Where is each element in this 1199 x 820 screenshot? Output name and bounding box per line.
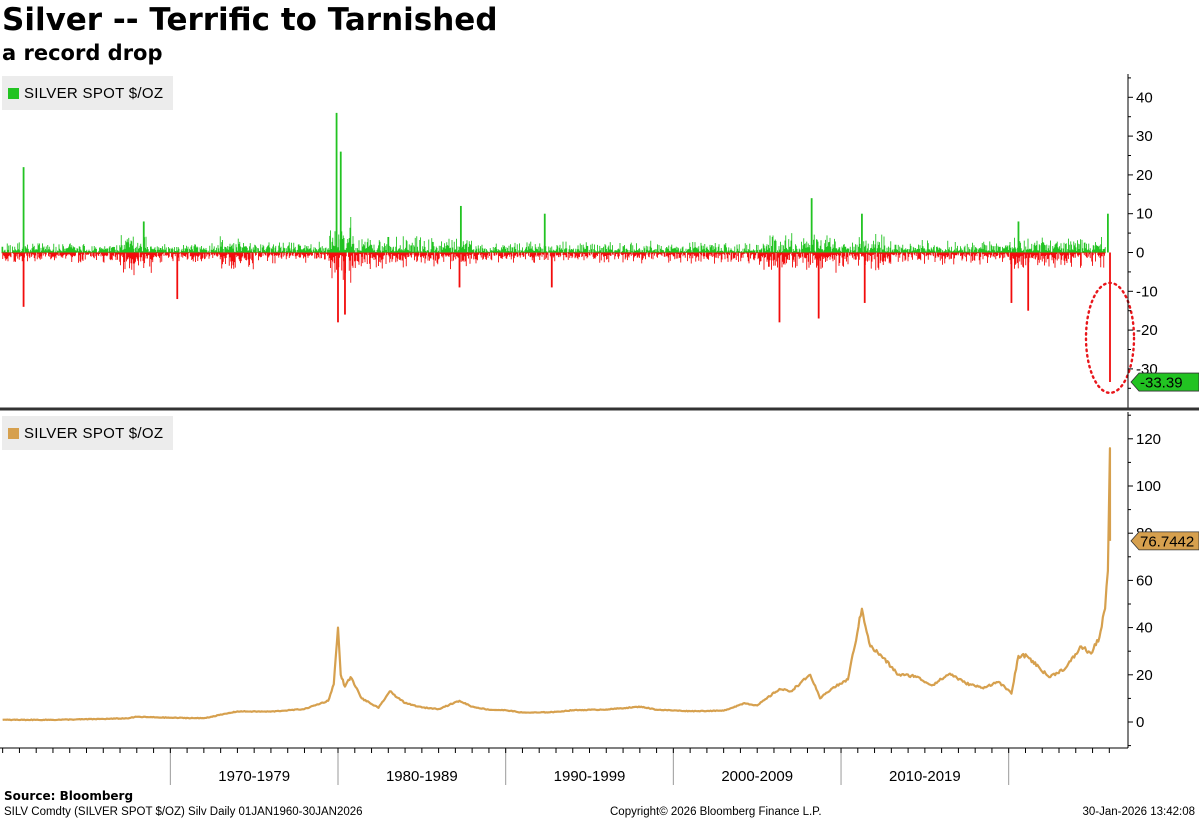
bottom-y-axis: 120100806040200 <box>1127 412 1161 748</box>
legend-price[interactable]: SILVER SPOT $/OZ <box>2 416 174 450</box>
last-change-tag-shape <box>1130 372 1199 392</box>
legend-swatch-gold <box>8 427 19 439</box>
footer-description: SILV Comdty (SILVER SPOT $/OZ) Silv Dail… <box>4 806 363 818</box>
y-tick-label: 100 <box>1136 478 1161 495</box>
y-tick-label: 120 <box>1136 431 1161 448</box>
last-price-tag: 76.7442 <box>1140 533 1194 550</box>
chart-title: Silver -- Terrific to Tarnished <box>2 2 498 38</box>
chart-subtitle: a record drop <box>2 41 163 65</box>
x-axis: 1970-1979 1980-1989 1990-1999 2000-2009 2010… <box>0 747 1128 785</box>
daily-change-bars <box>1 112 1136 395</box>
highlight-ellipse <box>1084 281 1136 395</box>
legend-label: SILVER SPOT $/OZ <box>24 84 164 102</box>
x-tick-label: 1970-1979 <box>218 768 290 785</box>
x-tick-label: 2000-2009 <box>721 768 793 785</box>
x-tick-label: 1990-1999 <box>554 768 626 785</box>
source-label: Source: Bloomberg <box>4 789 134 803</box>
y-tick-label: 20 <box>1136 167 1153 184</box>
y-tick-label: 40 <box>1136 89 1153 106</box>
x-tick-label: 1980-1989 <box>386 768 458 785</box>
price-line <box>2 447 1112 722</box>
up-bars-texture <box>1 217 1106 253</box>
y-tick-label: 0 <box>1136 245 1144 262</box>
y-tick-label: -20 <box>1136 322 1158 339</box>
down-bars-texture <box>1 252 1106 283</box>
legend-daily-change[interactable]: SILVER SPOT $/OZ <box>2 76 174 110</box>
y-tick-label: 0 <box>1136 714 1144 731</box>
x-tick-label: 2010-2019 <box>889 768 961 785</box>
y-tick-label: 40 <box>1136 620 1153 637</box>
footer-timestamp: 30-Jan-2026 13:42:08 <box>1082 806 1195 818</box>
last-price-tag-shape <box>1130 531 1199 551</box>
y-tick-label: 10 <box>1136 206 1153 223</box>
y-tick-label: 20 <box>1136 667 1153 684</box>
y-tick-label: 30 <box>1136 128 1153 145</box>
price-series <box>2 447 1112 722</box>
last-value-tags: -33.39 76.7442 <box>1130 372 1199 551</box>
legend-swatch-green <box>8 87 19 99</box>
y-tick-label: 60 <box>1136 572 1153 589</box>
last-change-tag: -33.39 <box>1140 375 1183 392</box>
legend-label: SILVER SPOT $/OZ <box>24 424 164 442</box>
y-tick-label: -10 <box>1136 283 1158 300</box>
footer-copyright: Copyright© 2026 Bloomberg Finance L.P. <box>610 806 822 818</box>
